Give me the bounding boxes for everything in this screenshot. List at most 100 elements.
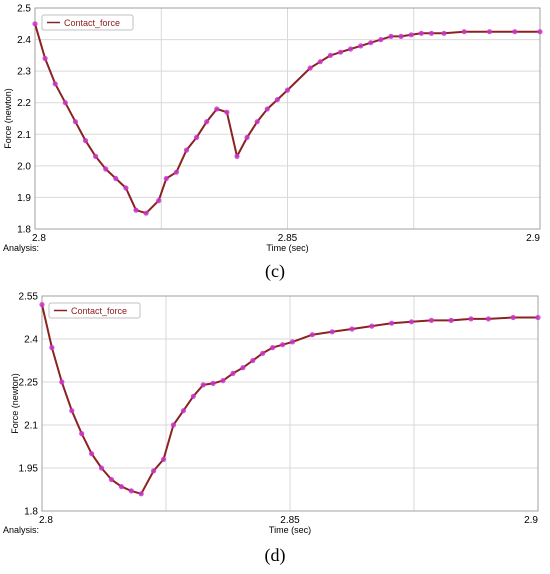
data-point	[160, 456, 167, 462]
data-point	[270, 345, 276, 351]
y-tick-label: 1.95	[19, 464, 39, 475]
data-point	[389, 320, 395, 326]
data-point	[329, 329, 335, 335]
data-point	[378, 37, 384, 43]
data-point	[170, 422, 176, 428]
legend-label: Contact_force	[64, 18, 120, 28]
data-point	[535, 314, 541, 321]
y-tick-label: 2.55	[19, 292, 39, 303]
data-point	[138, 491, 144, 497]
y-tick-label: 2.5	[17, 4, 31, 15]
data-point	[224, 109, 230, 115]
data-point	[337, 49, 344, 55]
y-tick-label: 2.1	[24, 421, 38, 432]
data-point	[264, 106, 270, 112]
y-tick-label: 2.3	[17, 67, 31, 78]
data-point	[428, 30, 434, 36]
y-tick-label: 2.0	[17, 161, 31, 172]
data-point	[210, 380, 216, 386]
data-point	[151, 468, 157, 474]
data-point	[486, 29, 493, 35]
data-point	[448, 317, 454, 323]
data-point	[52, 81, 58, 87]
legend-label: Contact_force	[71, 306, 127, 316]
data-point	[180, 408, 186, 414]
data-point	[280, 342, 286, 348]
data-point	[408, 32, 414, 38]
data-point	[468, 316, 474, 322]
y-tick-label: 2.4	[24, 335, 38, 346]
data-point	[317, 59, 323, 65]
data-point	[89, 451, 95, 457]
data-point	[240, 365, 246, 371]
data-point	[408, 319, 415, 325]
data-point	[62, 100, 68, 106]
data-point	[244, 134, 250, 140]
y-tick-label: 2.2	[17, 98, 31, 109]
data-point	[49, 345, 55, 351]
data-point	[79, 431, 85, 437]
data-point	[289, 339, 296, 345]
x-tick-label: 2.8	[32, 233, 46, 244]
data-point	[254, 119, 260, 125]
data-point	[441, 30, 447, 36]
data-point	[349, 326, 355, 332]
plot-frame	[34, 7, 541, 230]
data-point	[260, 350, 266, 356]
data-point	[173, 169, 179, 175]
data-point	[388, 33, 394, 40]
y-tick-label: 2.1	[17, 130, 31, 141]
y-tick-label: 1.8	[24, 507, 38, 518]
data-point	[190, 393, 196, 399]
data-point	[123, 185, 129, 191]
data-point	[274, 97, 280, 103]
data-point	[234, 153, 240, 159]
data-point	[309, 332, 315, 338]
y-axis-label: Force (newton)	[3, 88, 13, 149]
x-tick-label: 2.9	[524, 515, 538, 526]
y-tick-label: 2.4	[17, 35, 31, 46]
x-axis-label: Time (sec)	[266, 243, 308, 253]
data-point	[284, 87, 291, 93]
legend-box	[41, 14, 134, 31]
data-point	[183, 147, 190, 153]
x-tick-label: 2.85	[280, 515, 300, 526]
data-point	[510, 314, 516, 321]
y-tick-label: 1.8	[17, 225, 31, 236]
x-tick-label: 2.8	[39, 515, 53, 526]
analysis-label: Analysis:	[3, 243, 39, 253]
data-point	[143, 210, 149, 216]
data-point	[200, 382, 206, 388]
data-point	[358, 43, 364, 49]
data-point	[72, 119, 78, 125]
data-point	[42, 55, 48, 62]
chart-panel-d: 1.8 1.95 2.1 2.25 2.4 2.55 2.8 2.85 2.9 Time (sec…	[3, 292, 541, 566]
data-point	[103, 166, 109, 172]
data-point	[214, 106, 220, 112]
data-point	[327, 52, 333, 59]
data-point	[230, 370, 236, 376]
data-point	[537, 29, 543, 35]
data-point	[204, 119, 210, 125]
data-point	[93, 153, 99, 159]
x-tick-label: 2.85	[278, 233, 298, 244]
data-point	[369, 323, 375, 329]
data-point	[220, 378, 226, 384]
data-point	[59, 379, 65, 385]
data-point	[113, 175, 119, 182]
data-point	[250, 357, 256, 364]
analysis-label: Analysis:	[3, 525, 39, 535]
data-point	[512, 29, 518, 35]
y-tick-label: 1.9	[17, 193, 31, 204]
data-point	[485, 316, 491, 322]
y-tick-label: 2.25	[19, 378, 39, 389]
data-point	[118, 484, 124, 490]
data-point	[39, 302, 45, 308]
data-point	[98, 465, 105, 471]
data-point	[418, 30, 424, 36]
data-point	[163, 175, 169, 182]
data-point	[108, 476, 114, 483]
y-axis-label: Force (newton)	[10, 373, 20, 434]
data-point	[194, 134, 200, 140]
